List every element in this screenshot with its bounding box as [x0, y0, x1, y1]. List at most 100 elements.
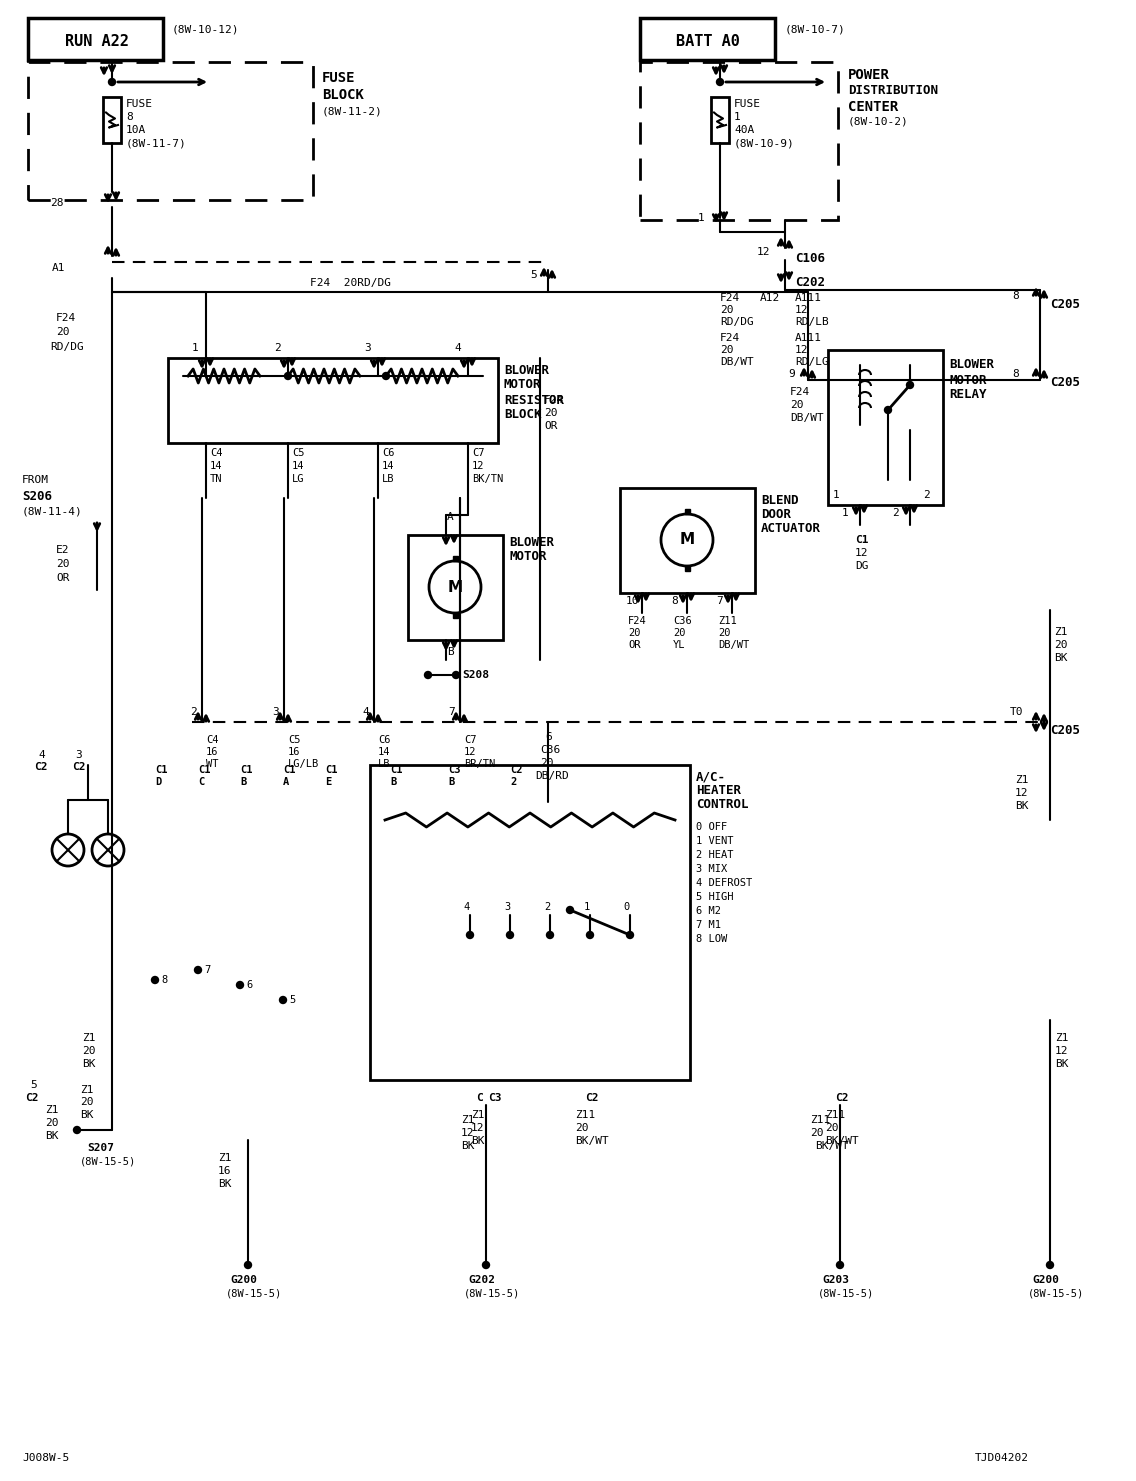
Text: F24: F24 [720, 293, 741, 304]
Text: Z1: Z1 [1054, 626, 1068, 637]
Bar [711, 96, 729, 144]
Text: C1: C1 [198, 766, 210, 775]
Text: CONTROL: CONTROL [696, 798, 749, 812]
Text: 4 DEFROST: 4 DEFROST [696, 878, 752, 889]
Text: MOTOR: MOTOR [949, 373, 986, 387]
Text: C: C [198, 778, 204, 786]
Text: C2: C2 [585, 1093, 599, 1103]
Text: 12: 12 [471, 461, 484, 471]
Text: FROM: FROM [22, 475, 49, 484]
Text: BK: BK [218, 1179, 232, 1189]
Text: DB/RD: DB/RD [535, 772, 569, 780]
Circle shape [836, 1262, 844, 1269]
Text: C4: C4 [210, 447, 223, 458]
Text: J008W-5: J008W-5 [22, 1453, 69, 1463]
Text: BK: BK [45, 1131, 58, 1140]
Text: 20: 20 [575, 1123, 588, 1133]
Circle shape [151, 976, 159, 983]
Text: BK: BK [1054, 653, 1068, 663]
Text: T0: T0 [1010, 706, 1024, 717]
Bar [408, 535, 503, 640]
Circle shape [467, 932, 474, 939]
Text: Z1: Z1 [80, 1086, 93, 1094]
Text: RESISTOR: RESISTOR [504, 394, 563, 406]
Text: OR: OR [56, 573, 69, 584]
Text: 20: 20 [673, 628, 685, 638]
Text: 12: 12 [463, 746, 476, 757]
Text: RELAY: RELAY [949, 388, 986, 401]
Text: LG: LG [292, 474, 304, 484]
Text: DB/WT: DB/WT [790, 413, 824, 424]
Text: C36: C36 [673, 616, 692, 626]
Text: S208: S208 [462, 669, 488, 680]
Text: BK/TN: BK/TN [471, 474, 503, 484]
Text: 7: 7 [448, 706, 454, 717]
Text: G203: G203 [822, 1275, 849, 1286]
Text: G202: G202 [468, 1275, 495, 1286]
Text: C1: C1 [855, 535, 869, 545]
Text: OR: OR [544, 421, 558, 431]
Text: C6: C6 [382, 447, 394, 458]
Circle shape [194, 967, 201, 973]
Text: 12: 12 [461, 1129, 475, 1137]
Text: 20: 20 [720, 305, 734, 315]
Text: S206: S206 [22, 490, 52, 502]
Text: D: D [154, 778, 161, 786]
Text: F24: F24 [56, 312, 76, 323]
Text: 20: 20 [82, 1046, 95, 1056]
Text: WT: WT [206, 758, 218, 769]
Text: DB/WT: DB/WT [718, 640, 750, 650]
Text: 16: 16 [206, 746, 218, 757]
Text: 12: 12 [1055, 1046, 1069, 1056]
Text: 20: 20 [45, 1118, 58, 1129]
Text: (8W-15-5): (8W-15-5) [818, 1288, 875, 1297]
Text: 7: 7 [204, 966, 210, 974]
Text: BATT A0: BATT A0 [676, 34, 740, 49]
Text: Z1: Z1 [82, 1034, 95, 1043]
Text: B: B [390, 778, 396, 786]
Text: 20: 20 [56, 327, 69, 338]
Text: 3: 3 [75, 749, 82, 760]
Text: 0: 0 [624, 902, 630, 912]
Text: BK: BK [82, 1059, 95, 1069]
Text: TJD04202: TJD04202 [975, 1453, 1029, 1463]
Text: Z11: Z11 [718, 616, 737, 626]
Text: (8W-15-5): (8W-15-5) [463, 1288, 520, 1297]
Text: BLOWER: BLOWER [949, 358, 994, 372]
Text: DOOR: DOOR [761, 508, 791, 520]
Text: FUSE: FUSE [321, 71, 356, 84]
Text: 12: 12 [855, 548, 869, 558]
Text: Z11: Z11 [825, 1109, 845, 1120]
Text: 5 HIGH: 5 HIGH [696, 892, 734, 902]
Text: 16: 16 [218, 1166, 232, 1176]
Text: Z1: Z1 [45, 1105, 58, 1115]
Text: C1: C1 [240, 766, 252, 775]
Text: (8W-10-12): (8W-10-12) [172, 25, 240, 36]
Bar [685, 509, 690, 514]
Text: RD/DG: RD/DG [720, 317, 754, 327]
Text: 14: 14 [210, 461, 223, 471]
Text: Z1: Z1 [218, 1154, 232, 1163]
Text: 2: 2 [544, 902, 550, 912]
Text: 20: 20 [720, 345, 734, 355]
Text: A111: A111 [795, 333, 822, 344]
Text: M: M [679, 533, 694, 548]
Circle shape [425, 671, 432, 678]
Text: 2: 2 [922, 490, 929, 501]
Bar [685, 566, 690, 572]
Text: DB/WT: DB/WT [720, 357, 754, 367]
Circle shape [483, 1262, 490, 1269]
Bar [370, 766, 690, 1080]
Circle shape [284, 373, 292, 379]
Text: 3: 3 [364, 344, 370, 352]
Text: TN: TN [210, 474, 223, 484]
Text: OR: OR [628, 640, 641, 650]
Text: (8W-11-4): (8W-11-4) [22, 507, 83, 517]
Text: LB: LB [382, 474, 394, 484]
Text: BK: BK [1055, 1059, 1069, 1069]
Text: C2: C2 [72, 763, 85, 772]
Text: 10: 10 [626, 595, 640, 606]
Text: 20: 20 [810, 1129, 824, 1137]
Text: 6: 6 [545, 732, 552, 742]
Text: 12: 12 [757, 247, 770, 258]
